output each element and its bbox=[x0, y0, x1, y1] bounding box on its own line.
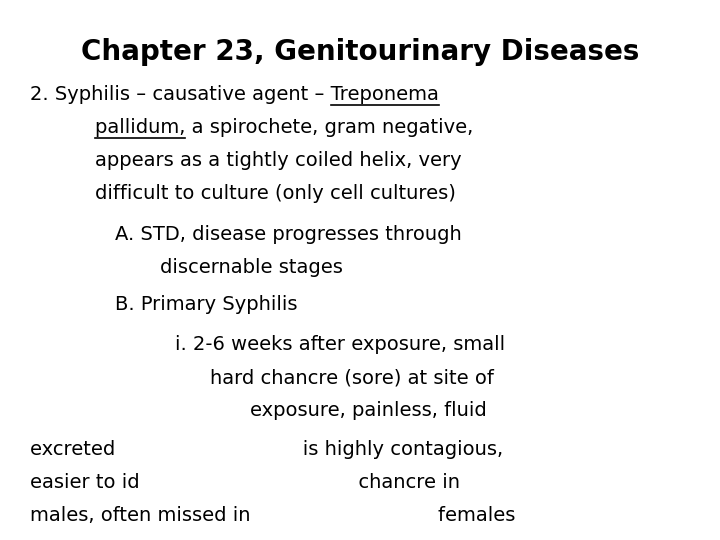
Text: hard chancre (sore) at site of: hard chancre (sore) at site of bbox=[210, 368, 494, 387]
Text: pallidum, a spirochete, gram negative,: pallidum, a spirochete, gram negative, bbox=[95, 118, 473, 137]
Text: discernable stages: discernable stages bbox=[160, 258, 343, 277]
Text: 2. Syphilis – causative agent – Treponema: 2. Syphilis – causative agent – Treponem… bbox=[30, 85, 439, 104]
Text: males, often missed in                              females: males, often missed in females bbox=[30, 506, 516, 525]
Text: difficult to culture (only cell cultures): difficult to culture (only cell cultures… bbox=[95, 184, 456, 203]
Text: exposure, painless, fluid: exposure, painless, fluid bbox=[250, 401, 487, 420]
Text: excreted                              is highly contagious,: excreted is highly contagious, bbox=[30, 440, 503, 459]
Text: A. STD, disease progresses through: A. STD, disease progresses through bbox=[115, 225, 462, 244]
Text: B. Primary Syphilis: B. Primary Syphilis bbox=[115, 295, 297, 314]
Text: i. 2-6 weeks after exposure, small: i. 2-6 weeks after exposure, small bbox=[175, 335, 505, 354]
Text: easier to id                                   chancre in: easier to id chancre in bbox=[30, 473, 460, 492]
Text: Chapter 23, Genitourinary Diseases: Chapter 23, Genitourinary Diseases bbox=[81, 38, 639, 66]
Text: appears as a tightly coiled helix, very: appears as a tightly coiled helix, very bbox=[95, 151, 462, 170]
